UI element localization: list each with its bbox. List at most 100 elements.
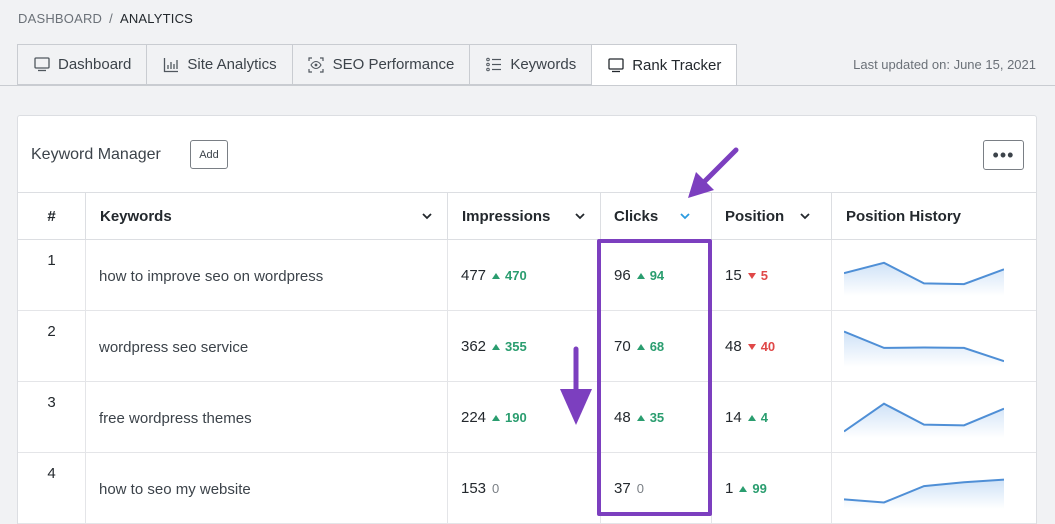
impressions-delta: 190 (492, 410, 527, 425)
breadcrumb-root[interactable]: DASHBOARD (18, 11, 103, 26)
clicks-delta: 94 (636, 268, 664, 283)
position-history-cell (831, 453, 1036, 524)
impressions-delta-value: 355 (505, 339, 527, 354)
keyword-text[interactable]: how to improve seo on wordpress (85, 240, 447, 311)
add-keyword-button[interactable]: Add (190, 140, 228, 169)
position-delta: 4 (747, 410, 768, 425)
impressions-value: 153 (461, 480, 487, 497)
position-delta: 99 (739, 481, 767, 496)
tab-rank-tracker[interactable]: Rank Tracker (591, 44, 738, 86)
position-delta-value: 40 (760, 339, 776, 354)
breadcrumb-separator: / (109, 11, 113, 26)
keyword-text[interactable]: free wordpress themes (85, 382, 447, 453)
monitor-icon (33, 56, 50, 73)
last-updated-text: Last updated on: June 15, 2021 (853, 57, 1036, 72)
breadcrumb: DASHBOARD / ANALYTICS (18, 11, 193, 26)
keyword-text[interactable]: how to seo my website (85, 453, 447, 524)
column-header-impressions[interactable]: Impressions (447, 193, 600, 240)
position-history-sparkline (844, 402, 1004, 438)
column-header-position-history: Position History (831, 193, 1036, 240)
column-header-position-label: Position (725, 208, 785, 225)
tab-keywords[interactable]: Keywords (469, 44, 592, 85)
tab-seo-performance-label: SEO Performance (332, 56, 455, 73)
sparkline-line (844, 330, 1004, 363)
position-value: 14 (725, 409, 742, 426)
sparkline-line (844, 478, 1004, 504)
tab-rank-tracker-label: Rank Tracker (632, 56, 722, 74)
impressions-value: 224 (461, 409, 487, 426)
keyword-text[interactable]: wordpress seo service (85, 311, 447, 382)
clicks-delta: 68 (636, 339, 665, 354)
more-options-button[interactable]: ••• (983, 140, 1024, 170)
impressions-value: 477 (461, 267, 487, 284)
column-header-clicks-label: Clicks (614, 208, 659, 225)
sparkline-area (844, 403, 1004, 438)
impressions-delta: 0 (492, 481, 499, 496)
clicks-value: 48 (614, 409, 631, 426)
tab-bar: Dashboard Site Analytics SEO Performance… (17, 44, 738, 86)
tab-dashboard[interactable]: Dashboard (17, 44, 147, 85)
list-icon (485, 56, 502, 73)
tab-site-analytics-label: Site Analytics (187, 56, 277, 73)
table-row[interactable]: 1 how to improve seo on wordpress 477 470… (18, 240, 1036, 311)
tab-seo-performance[interactable]: SEO Performance (291, 44, 470, 85)
annotation-arrow-down-icon (560, 346, 592, 425)
impressions-cell: 224 190 (447, 382, 600, 453)
impressions-delta-value: 470 (505, 268, 527, 283)
monitor-icon (607, 57, 624, 74)
position-history-cell (831, 382, 1036, 453)
impressions-cell: 477 470 (447, 240, 600, 311)
clicks-delta: 35 (636, 410, 664, 425)
column-header-clicks[interactable]: Clicks (600, 193, 711, 240)
table-header: # Keywords Impressions Clicks Position P… (18, 192, 1036, 240)
position-value: 15 (725, 267, 742, 284)
chevron-down-icon[interactable] (574, 210, 586, 222)
clicks-column-highlight (597, 239, 712, 516)
position-history-sparkline (844, 330, 1004, 367)
position-value: 48 (725, 338, 742, 355)
chevron-down-icon[interactable] (421, 210, 433, 222)
position-history-cell (831, 240, 1036, 311)
column-header-keywords[interactable]: Keywords (85, 193, 447, 240)
column-header-index: # (47, 208, 56, 225)
sparkline-area (844, 262, 1004, 296)
impressions-delta-value: 0 (492, 481, 500, 496)
sparkline-line (844, 261, 1004, 286)
annotation-arrow-down-left-icon (688, 147, 739, 198)
chevron-down-icon[interactable] (679, 210, 691, 222)
clicks-delta-value: 0 (636, 481, 644, 496)
bar-chart-icon (162, 56, 179, 73)
sparkline-line (844, 402, 1004, 433)
tab-site-analytics[interactable]: Site Analytics (146, 44, 292, 85)
clicks-delta: 0 (637, 481, 644, 496)
position-cell: 1 99 (711, 453, 831, 524)
position-delta: 5 (747, 268, 768, 283)
position-history-cell (831, 311, 1036, 382)
tabs-divider (0, 85, 1055, 86)
tab-dashboard-label: Dashboard (58, 56, 132, 73)
impressions-cell: 153 0 (447, 453, 600, 524)
position-cell: 14 4 (711, 382, 831, 453)
row-index: 4 (47, 465, 56, 482)
position-delta: 40 (747, 339, 776, 354)
row-index: 2 (47, 323, 56, 340)
table-row[interactable]: 4 how to seo my website 153 0 37 0 1 99 (18, 453, 1036, 524)
table-row[interactable]: 2 wordpress seo service 362 355 70 68 48 40 (18, 311, 1036, 382)
position-delta-value: 99 (752, 481, 767, 496)
keyword-manager-card: Keyword Manager Add ••• # Keywords Impre… (17, 115, 1037, 524)
position-cell: 15 5 (711, 240, 831, 311)
column-header-position[interactable]: Position (711, 193, 831, 240)
clicks-value: 96 (614, 267, 631, 284)
column-header-keywords-label: Keywords (100, 208, 172, 225)
eye-scan-icon (308, 56, 325, 73)
position-delta-value: 4 (760, 410, 768, 425)
clicks-delta-value: 68 (649, 339, 665, 354)
impressions-delta: 355 (492, 339, 527, 354)
row-index: 1 (47, 252, 56, 269)
clicks-value: 70 (614, 338, 631, 355)
chevron-down-icon[interactable] (799, 210, 811, 222)
position-history-sparkline (844, 261, 1004, 296)
position-history-sparkline (844, 478, 1004, 509)
table-row[interactable]: 3 free wordpress themes 224 190 48 35 14 4 (18, 382, 1036, 453)
column-header-impressions-label: Impressions (462, 208, 551, 225)
